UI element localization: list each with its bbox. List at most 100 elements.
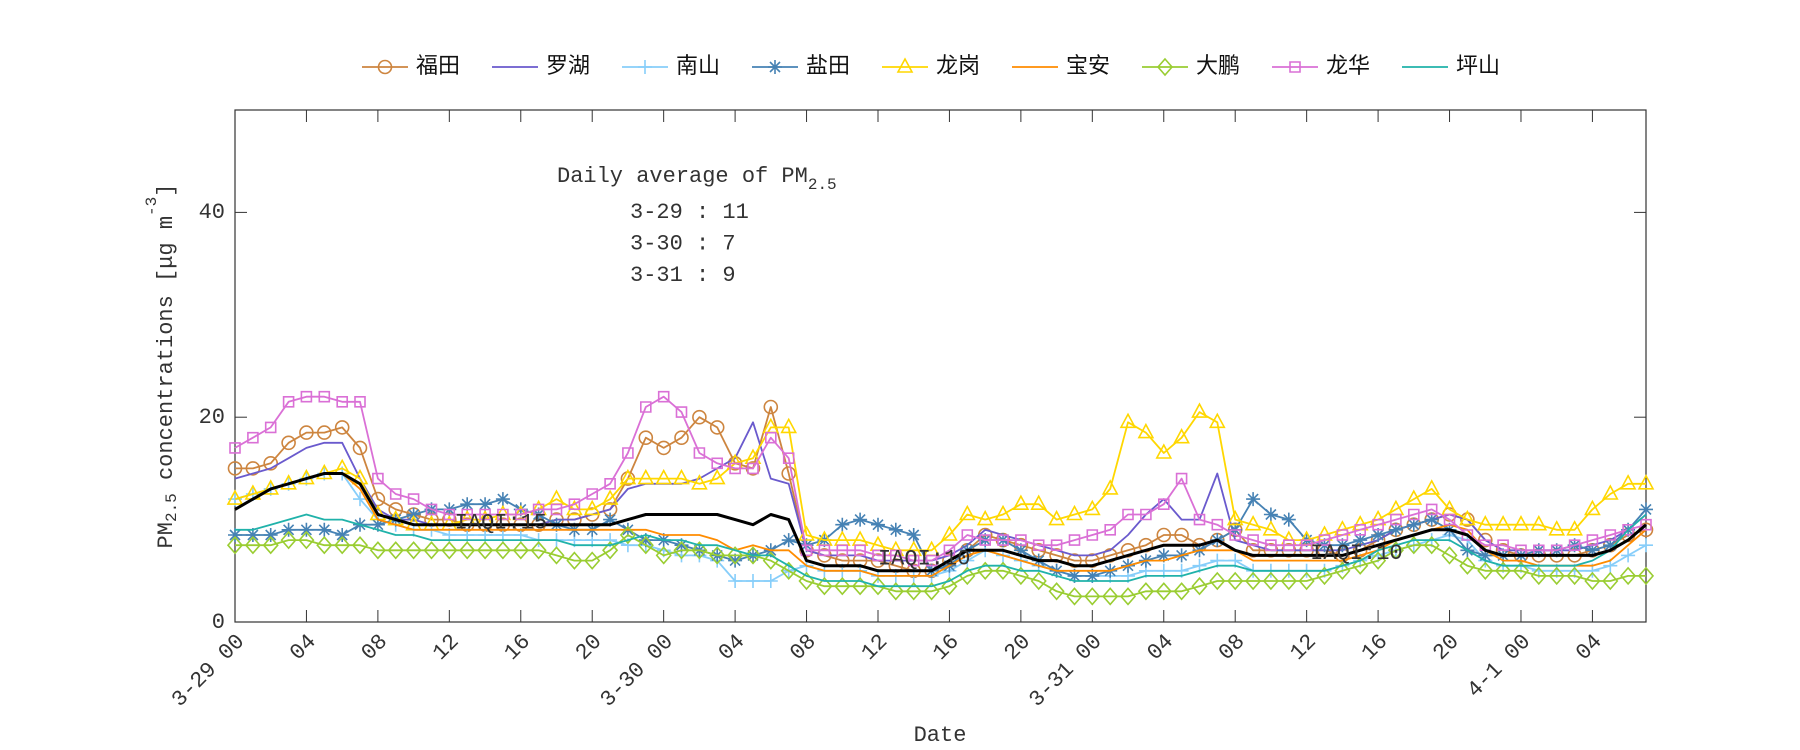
data-marker (584, 551, 601, 570)
y-axis-label: PM2.5 concentrations [μg m-3] (143, 184, 181, 549)
data-marker (226, 489, 244, 505)
x-tick-label: 04 (714, 629, 750, 665)
x-tick-label: 16 (928, 629, 964, 665)
x-tick-label: 04 (285, 629, 321, 665)
data-marker (1639, 502, 1653, 517)
data-marker (674, 430, 689, 445)
data-marker (781, 466, 797, 481)
data-marker (1497, 539, 1509, 552)
data-marker (994, 561, 1012, 581)
data-marker (782, 452, 795, 465)
data-marker (281, 435, 296, 451)
data-marker (568, 498, 581, 511)
data-marker (709, 546, 726, 565)
annotation-title-sub: 2.5 (808, 176, 837, 194)
legend-marker (377, 59, 393, 75)
data-marker (619, 468, 637, 485)
data-marker (1423, 479, 1441, 495)
data-marker (1548, 566, 1565, 586)
data-marker (622, 447, 634, 459)
data-marker (711, 457, 724, 470)
data-marker (941, 576, 958, 596)
data-marker (566, 499, 583, 516)
data-marker (979, 534, 992, 546)
legend-item: 南山 (622, 54, 720, 79)
data-marker (907, 554, 920, 567)
data-marker (1263, 507, 1278, 522)
data-marker (495, 492, 510, 507)
legend-label: 大鹏 (1196, 54, 1240, 79)
data-marker (586, 488, 599, 500)
x-tick-label: 12 (1285, 629, 1321, 665)
data-marker (780, 417, 798, 434)
data-marker (728, 553, 743, 568)
data-marker (1425, 503, 1438, 516)
data-marker (1032, 539, 1045, 552)
data-marker (494, 541, 511, 560)
x-tick-label: 16 (1357, 629, 1393, 665)
legend-item: 坪山 (1402, 54, 1500, 79)
data-marker (335, 528, 350, 542)
data-marker (1476, 515, 1494, 531)
data-marker (638, 533, 653, 548)
iaqi-label: IAQI:10 (878, 546, 970, 571)
iaqi-label: IAQI:15 (455, 510, 547, 535)
legend-item: 龙岗 (882, 54, 980, 79)
data-marker (1158, 498, 1170, 511)
iaqi-label: IAQI:10 (1310, 541, 1402, 566)
data-marker (1530, 515, 1548, 531)
data-marker (566, 551, 583, 570)
data-marker (369, 541, 386, 560)
data-marker (798, 571, 815, 591)
x-tick-label: 16 (499, 629, 535, 665)
data-marker (729, 462, 741, 475)
data-marker (1030, 571, 1047, 591)
data-marker (691, 474, 708, 490)
daily-average: 3-31 : 9 (630, 263, 736, 288)
data-marker (423, 541, 440, 560)
data-marker (835, 517, 850, 532)
data-marker (1104, 523, 1116, 536)
x-axis-label: Date (914, 723, 967, 748)
x-tick-label: 12 (428, 629, 464, 665)
data-marker (1478, 548, 1493, 563)
data-marker (1604, 529, 1617, 541)
data-marker (1336, 529, 1349, 541)
data-marker (1246, 492, 1261, 507)
data-marker (370, 517, 385, 532)
data-marker (1371, 528, 1386, 542)
data-marker (1495, 561, 1512, 581)
data-marker (764, 431, 777, 444)
data-marker (1602, 571, 1619, 591)
y-axis-label-part: 2.5 (163, 493, 181, 522)
data-marker (354, 395, 366, 408)
data-marker (1372, 518, 1384, 531)
data-marker (1638, 522, 1654, 538)
data-marker (1586, 534, 1599, 546)
data-marker (1066, 587, 1083, 606)
data-marker (461, 508, 474, 521)
data-marker (1085, 568, 1100, 583)
x-tick-label: 4-1 00 (1462, 629, 1536, 703)
data-marker (262, 535, 279, 555)
data-marker (853, 512, 868, 527)
data-marker (1227, 571, 1244, 591)
data-marker (1262, 520, 1280, 536)
data-marker (1102, 587, 1119, 606)
data-marker (603, 512, 618, 527)
series-line (235, 534, 1646, 598)
y-axis-label-part: ] (154, 184, 179, 197)
data-marker (961, 529, 974, 541)
data-marker (1494, 515, 1512, 531)
x-tick-label: 3-30 00 (596, 629, 679, 712)
legend-item: 宝安 (1012, 54, 1110, 79)
data-marker (871, 517, 885, 532)
data-marker (1244, 515, 1262, 531)
data-marker (405, 541, 422, 560)
data-marker (1015, 534, 1027, 546)
data-marker (1155, 443, 1173, 459)
data-marker (1566, 566, 1583, 586)
data-marker (1156, 548, 1171, 563)
data-marker (977, 561, 994, 581)
